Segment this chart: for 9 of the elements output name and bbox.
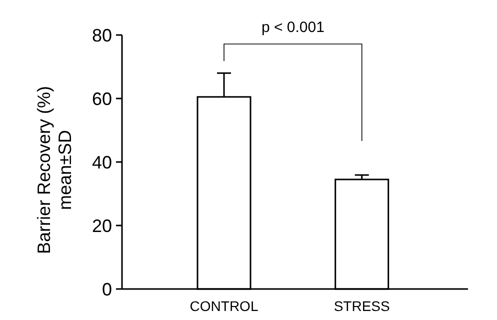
y-tick-label: 0 [102, 279, 112, 300]
x-tick-label: CONTROL [190, 298, 258, 314]
y-axis-title: Barrier Recovery (%) mean±SD [34, 86, 75, 254]
y-tick-label: 60 [92, 88, 112, 109]
y-tick-label: 80 [92, 25, 112, 46]
annotation: p < 0.001 [261, 19, 324, 36]
y-tick-label: 20 [92, 216, 112, 236]
x-tick-label: STRESS [334, 298, 390, 314]
y-tick-label: 40 [92, 152, 112, 172]
